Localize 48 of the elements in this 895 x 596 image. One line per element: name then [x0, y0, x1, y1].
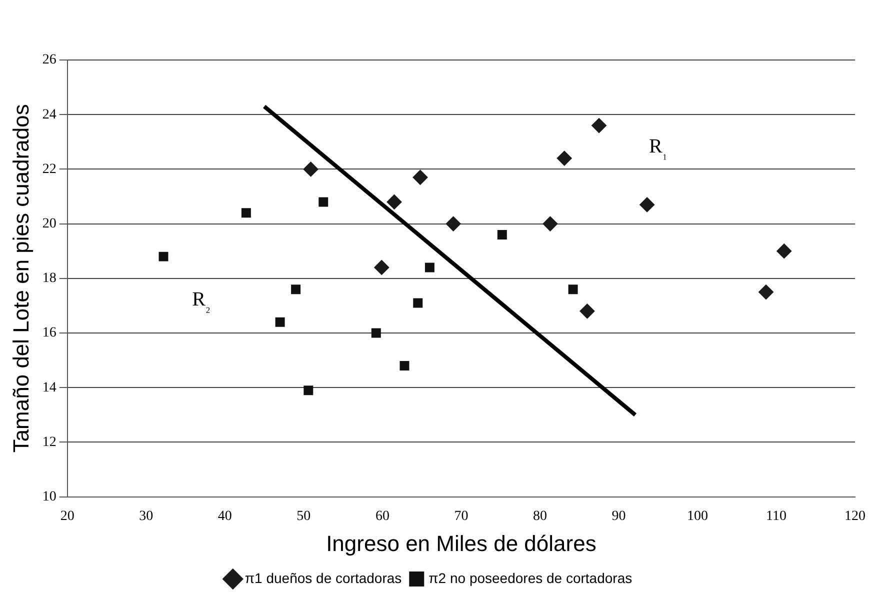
point — [386, 194, 402, 210]
y-tick-label: 26 — [42, 52, 56, 68]
x-tick-label: 90 — [612, 508, 626, 524]
x-tick-label: 80 — [532, 508, 547, 524]
x-tick-label: 110 — [766, 508, 786, 524]
point — [640, 197, 655, 212]
point — [374, 260, 390, 275]
y-tick-label: 22 — [42, 162, 56, 177]
point — [556, 150, 572, 166]
point — [413, 298, 423, 308]
point — [446, 216, 461, 232]
point — [592, 118, 607, 134]
y-tick-label: 16 — [42, 326, 56, 341]
y-tick-label: 18 — [42, 271, 56, 286]
point — [580, 304, 595, 319]
y-tick-label: 14 — [42, 380, 56, 396]
point — [776, 244, 792, 259]
point — [497, 230, 507, 240]
x-axis-title: Ingreso en Miles de dólares — [326, 530, 596, 556]
point — [291, 284, 301, 294]
point — [241, 208, 251, 218]
x-tick-label: 70 — [454, 508, 468, 524]
x-tick-label: 60 — [375, 508, 390, 524]
x-tick-label: 120 — [844, 508, 866, 524]
y-axis-title: Tamaño del Lote en pies cuadrados — [8, 104, 34, 453]
point — [568, 284, 578, 294]
y-tick-label: 20 — [42, 216, 56, 232]
legend-label: π2 no poseedores de cortadoras — [428, 570, 632, 586]
y-tick-label: 12 — [42, 434, 56, 450]
point — [275, 317, 285, 327]
point — [758, 284, 774, 300]
point — [158, 252, 168, 262]
x-tick-label: 100 — [686, 508, 708, 524]
point — [400, 361, 410, 371]
x-tick-label: 30 — [139, 508, 154, 524]
legend-label: π1 dueños de cortadoras — [244, 570, 402, 586]
point — [542, 216, 558, 232]
point — [304, 386, 314, 396]
point — [318, 197, 328, 207]
point — [371, 328, 381, 338]
point — [303, 162, 318, 177]
y-tick-label: 10 — [42, 489, 56, 504]
point — [412, 170, 428, 185]
x-tick-label: 50 — [296, 508, 311, 524]
x-tick-label: 20 — [60, 508, 74, 524]
y-tick-label: 24 — [42, 107, 56, 122]
x-tick-label: 40 — [218, 508, 232, 524]
point — [424, 262, 434, 272]
